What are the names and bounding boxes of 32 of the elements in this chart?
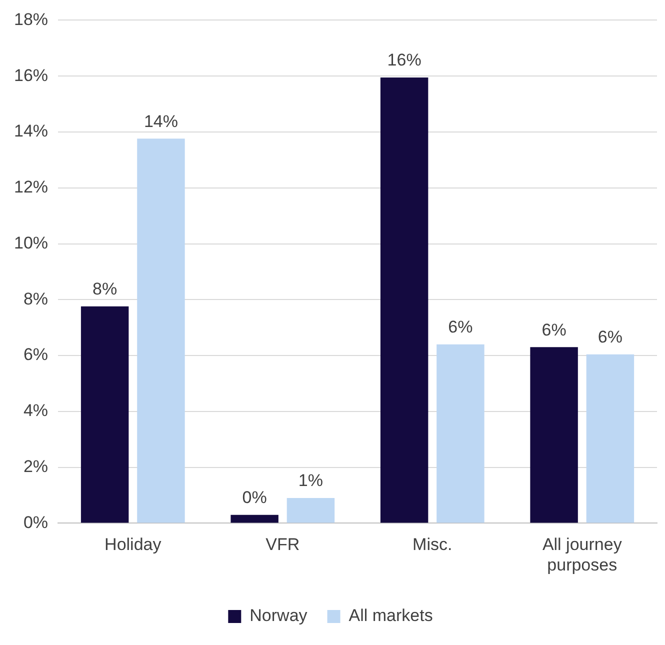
data-label: 6% xyxy=(448,318,473,337)
bar xyxy=(586,354,634,523)
bar xyxy=(80,306,129,523)
y-tick-label: 14% xyxy=(14,122,48,141)
y-tick-label: 6% xyxy=(23,345,48,364)
y-tick-label: 16% xyxy=(14,66,48,85)
bar xyxy=(380,77,428,523)
data-label: 16% xyxy=(387,50,422,70)
data-label: 6% xyxy=(598,328,622,347)
bar xyxy=(230,514,278,523)
data-label: 8% xyxy=(92,280,118,299)
data-label: 1% xyxy=(298,471,324,490)
data-label: 6% xyxy=(542,320,566,340)
y-tick-label: 12% xyxy=(14,178,48,197)
legend-label: All markets xyxy=(348,606,433,626)
x-tick-label: Misc. xyxy=(412,535,452,554)
bar xyxy=(436,344,484,523)
y-tick-label: 18% xyxy=(14,10,48,29)
y-tick-label: 4% xyxy=(23,401,48,420)
x-tick-label: All journey purposes xyxy=(542,535,622,574)
legend-label: Norway xyxy=(250,606,308,626)
y-tick-label: 8% xyxy=(23,289,48,308)
bar xyxy=(137,138,185,523)
y-tick-label: 0% xyxy=(23,512,48,532)
x-tick-label: Holiday xyxy=(104,535,162,554)
y-tick-label: 10% xyxy=(14,233,48,252)
x-tick-label: VFR xyxy=(266,535,300,554)
data-label: 14% xyxy=(144,112,178,131)
y-tick-label: 2% xyxy=(23,457,48,476)
bar xyxy=(530,347,578,523)
bar xyxy=(286,498,335,523)
data-label: 0% xyxy=(242,488,267,508)
